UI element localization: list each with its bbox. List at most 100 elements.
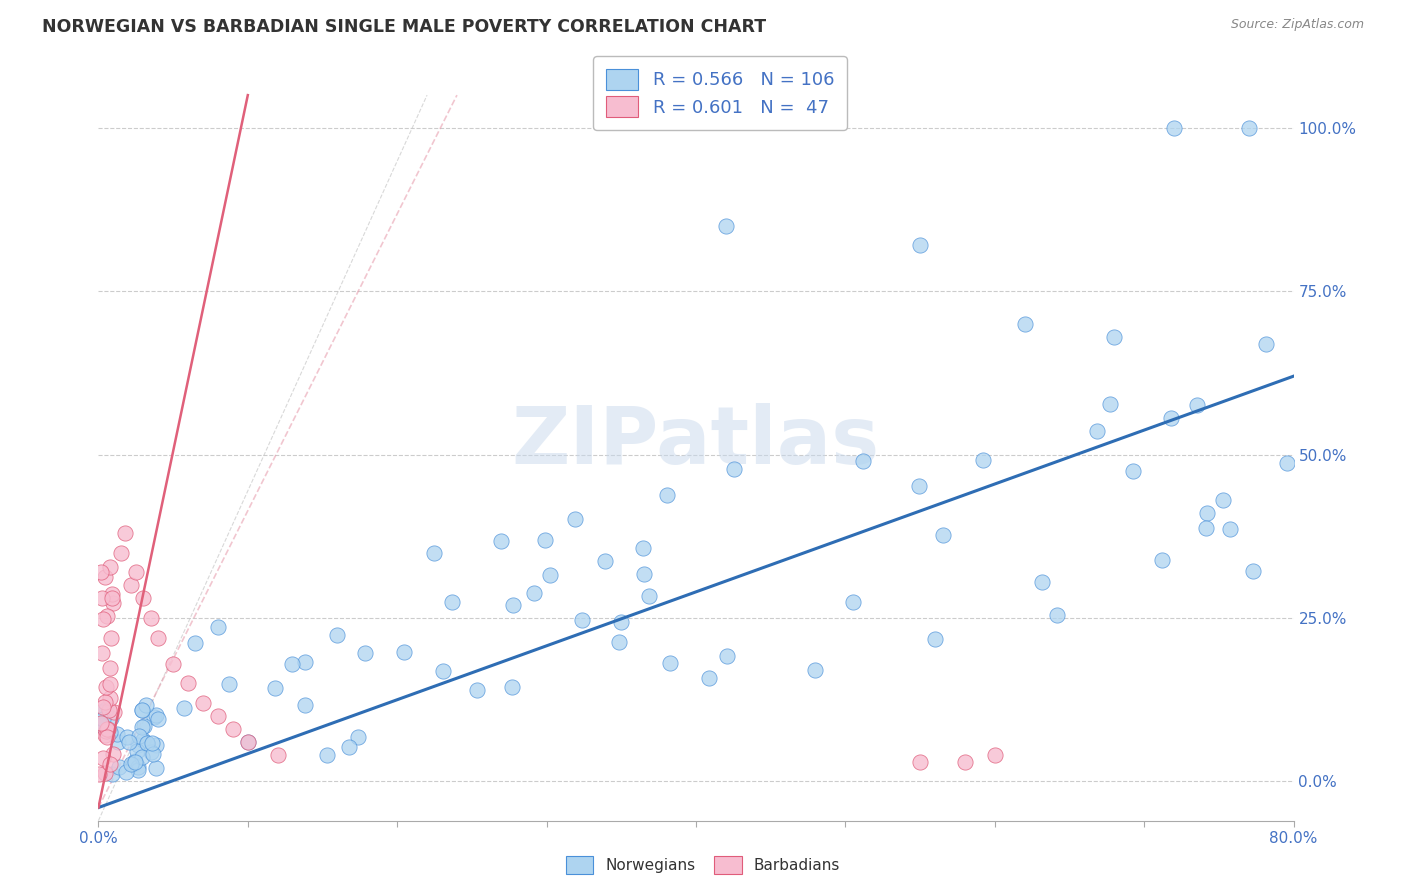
Point xyxy=(90,705,112,719)
Point xyxy=(593,553,616,567)
Point xyxy=(100,677,122,691)
Point xyxy=(394,645,416,659)
Legend: R = 0.566   N = 106, R = 0.601   N =  47: R = 0.566 N = 106, R = 0.601 N = 47 xyxy=(593,56,846,129)
Point xyxy=(91,646,114,660)
Point xyxy=(94,766,117,780)
Point xyxy=(222,722,245,736)
Point xyxy=(908,479,931,493)
Point xyxy=(1241,564,1264,578)
Point xyxy=(354,646,377,660)
Point xyxy=(122,757,145,772)
Point xyxy=(94,701,117,715)
Point xyxy=(1187,398,1209,412)
Point xyxy=(107,735,129,749)
Point xyxy=(1014,317,1036,331)
Point xyxy=(337,739,360,754)
Point xyxy=(145,707,167,722)
Point xyxy=(716,648,738,663)
Point xyxy=(124,755,146,769)
Point xyxy=(714,219,737,233)
Point xyxy=(97,722,120,736)
Point xyxy=(697,671,720,685)
Point xyxy=(131,703,153,717)
Point xyxy=(100,632,122,646)
Point xyxy=(89,766,111,780)
Point xyxy=(146,712,169,726)
Point xyxy=(103,596,125,610)
Point xyxy=(142,747,165,761)
Point xyxy=(108,760,131,774)
Point xyxy=(100,587,122,601)
Y-axis label: Single Male Poverty: Single Male Poverty xyxy=(0,373,7,510)
Point xyxy=(489,534,512,549)
Point xyxy=(842,595,865,609)
Point xyxy=(264,681,287,695)
Point xyxy=(117,735,139,749)
Point xyxy=(658,657,681,671)
Point xyxy=(162,657,184,671)
Point xyxy=(131,749,153,764)
Point xyxy=(631,541,654,555)
Legend: Norwegians, Barbadians: Norwegians, Barbadians xyxy=(560,850,846,880)
Point xyxy=(177,676,200,690)
Point xyxy=(1122,464,1144,478)
Point xyxy=(128,730,150,744)
Point xyxy=(908,755,931,769)
Point xyxy=(191,696,214,710)
Point xyxy=(564,511,586,525)
Point xyxy=(423,545,446,559)
Point xyxy=(91,699,114,714)
Point xyxy=(97,703,120,717)
Point xyxy=(96,609,118,624)
Point xyxy=(953,755,976,769)
Point xyxy=(145,761,167,775)
Point xyxy=(94,680,117,694)
Point xyxy=(1104,330,1126,344)
Point xyxy=(90,716,112,731)
Point xyxy=(218,676,240,690)
Point xyxy=(610,615,633,629)
Point xyxy=(127,739,149,753)
Point xyxy=(267,748,290,763)
Point xyxy=(538,568,561,582)
Point xyxy=(501,680,523,694)
Text: Source: ZipAtlas.com: Source: ZipAtlas.com xyxy=(1230,18,1364,31)
Point xyxy=(184,636,207,650)
Point xyxy=(607,635,630,649)
Point xyxy=(534,533,557,547)
Point xyxy=(94,570,117,584)
Point xyxy=(1046,608,1069,623)
Point xyxy=(98,691,121,706)
Point xyxy=(91,712,114,726)
Point xyxy=(101,767,124,781)
Point xyxy=(135,735,157,749)
Point xyxy=(502,599,524,613)
Point xyxy=(131,703,153,717)
Point xyxy=(1163,120,1185,135)
Point xyxy=(127,744,149,758)
Point xyxy=(115,730,138,744)
Point xyxy=(294,698,316,713)
Point xyxy=(98,724,121,739)
Point xyxy=(207,619,229,633)
Point xyxy=(90,565,112,579)
Point xyxy=(1150,553,1173,567)
Point xyxy=(1031,575,1053,590)
Point xyxy=(91,611,114,625)
Point xyxy=(139,611,162,625)
Point xyxy=(984,748,1007,763)
Point xyxy=(852,454,875,468)
Point xyxy=(633,566,655,581)
Point xyxy=(803,664,825,678)
Point xyxy=(94,728,117,742)
Text: NORWEGIAN VS BARBADIAN SINGLE MALE POVERTY CORRELATION CHART: NORWEGIAN VS BARBADIAN SINGLE MALE POVER… xyxy=(42,18,766,36)
Point xyxy=(1256,337,1278,351)
Point xyxy=(120,756,142,771)
Point xyxy=(932,528,955,542)
Point xyxy=(114,526,136,541)
Point xyxy=(465,682,488,697)
Point xyxy=(723,462,745,476)
Point xyxy=(131,721,153,735)
Point xyxy=(91,750,114,764)
Point xyxy=(90,591,112,606)
